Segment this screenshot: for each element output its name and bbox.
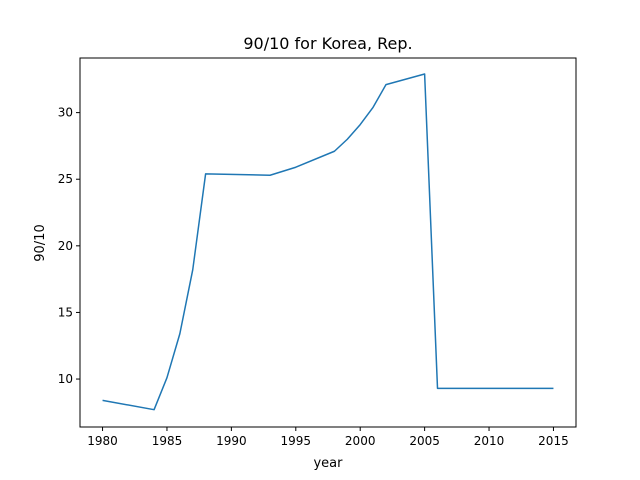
x-tick-label-2005: 2005 [409, 434, 440, 448]
x-tick-label-1985: 1985 [152, 434, 183, 448]
x-tick-label-1980: 1980 [87, 434, 118, 448]
x-axis-label: year [313, 456, 343, 471]
y-tick-label-10: 10 [58, 372, 73, 386]
x-tick-label-2000: 2000 [345, 434, 376, 448]
x-tick-label-1995: 1995 [281, 434, 312, 448]
x-tick-label-2015: 2015 [538, 434, 569, 448]
x-tick-label-2010: 2010 [474, 434, 505, 448]
series-line-0 [102, 73, 554, 411]
plot-area: 1980 1985 1990 1995 2000 2005 2010 2015 10 15 20 25… [58, 57, 577, 448]
y-tick-label-20: 20 [58, 239, 73, 253]
y-tick-label-15: 15 [58, 305, 73, 319]
y-axis-label: 90/10 [33, 224, 48, 261]
chart-title: 90/10 for Korea, Rep. [243, 34, 412, 53]
y-tick-label-25: 25 [58, 172, 73, 186]
y-tick-label-30: 30 [58, 106, 73, 120]
x-tick-label-1990: 1990 [216, 434, 247, 448]
plot-frame [79, 57, 577, 428]
